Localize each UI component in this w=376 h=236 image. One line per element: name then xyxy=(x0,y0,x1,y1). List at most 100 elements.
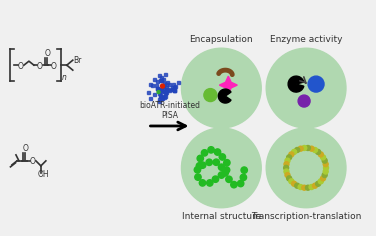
Circle shape xyxy=(204,88,217,101)
Circle shape xyxy=(157,91,160,93)
Bar xyxy=(158,100,161,103)
Bar xyxy=(160,97,163,100)
Bar xyxy=(168,89,171,92)
Circle shape xyxy=(291,181,297,186)
Circle shape xyxy=(197,64,245,112)
Circle shape xyxy=(270,52,343,124)
Bar xyxy=(171,86,174,89)
Circle shape xyxy=(182,48,261,128)
Bar xyxy=(156,80,159,83)
Circle shape xyxy=(321,176,326,181)
Circle shape xyxy=(276,138,337,198)
Bar xyxy=(160,88,163,91)
Bar xyxy=(164,90,167,93)
Circle shape xyxy=(199,162,206,168)
Circle shape xyxy=(291,149,297,154)
Text: bioATR-initiated
PISA: bioATR-initiated PISA xyxy=(139,101,200,120)
Circle shape xyxy=(238,180,244,187)
Polygon shape xyxy=(219,76,237,94)
Bar xyxy=(162,85,165,88)
Circle shape xyxy=(273,55,339,121)
Bar xyxy=(157,88,160,91)
Circle shape xyxy=(194,167,201,173)
Circle shape xyxy=(309,185,314,190)
Circle shape xyxy=(285,173,290,177)
Circle shape xyxy=(191,138,252,198)
Circle shape xyxy=(318,179,323,184)
Text: Enzyme activity: Enzyme activity xyxy=(270,35,342,44)
Bar xyxy=(151,84,154,87)
Bar xyxy=(156,87,159,90)
Circle shape xyxy=(206,159,212,165)
Circle shape xyxy=(321,155,326,160)
Text: O: O xyxy=(44,49,50,58)
Text: OH: OH xyxy=(38,170,50,179)
Bar xyxy=(159,79,162,82)
Bar xyxy=(160,80,163,82)
Circle shape xyxy=(315,149,321,154)
Circle shape xyxy=(285,158,290,163)
Circle shape xyxy=(208,147,214,153)
Circle shape xyxy=(199,180,206,186)
Circle shape xyxy=(197,144,245,192)
Bar xyxy=(173,88,176,92)
Circle shape xyxy=(194,61,249,115)
Text: Br: Br xyxy=(73,56,82,65)
Circle shape xyxy=(218,172,224,178)
Circle shape xyxy=(206,180,213,186)
Circle shape xyxy=(305,146,311,151)
Circle shape xyxy=(298,95,310,107)
Circle shape xyxy=(197,155,203,162)
Circle shape xyxy=(287,155,292,160)
Bar xyxy=(149,97,152,100)
Bar xyxy=(173,86,176,89)
Text: O: O xyxy=(37,62,43,71)
Circle shape xyxy=(182,128,261,208)
Circle shape xyxy=(195,174,201,180)
Bar xyxy=(162,78,165,81)
Text: O: O xyxy=(51,62,57,71)
Text: Internal structure: Internal structure xyxy=(182,212,261,221)
Bar xyxy=(165,88,168,91)
Circle shape xyxy=(315,181,321,186)
Circle shape xyxy=(323,162,328,167)
Circle shape xyxy=(185,52,258,124)
Text: O: O xyxy=(30,157,36,166)
Bar xyxy=(158,74,161,77)
Circle shape xyxy=(279,61,333,115)
Circle shape xyxy=(279,141,333,195)
Circle shape xyxy=(212,176,219,182)
Bar xyxy=(159,89,162,93)
Circle shape xyxy=(240,174,247,181)
Bar xyxy=(167,88,170,91)
Circle shape xyxy=(295,148,300,152)
Circle shape xyxy=(213,159,220,165)
Circle shape xyxy=(218,164,225,170)
Circle shape xyxy=(161,84,165,88)
Circle shape xyxy=(309,146,314,151)
Circle shape xyxy=(201,150,208,156)
Circle shape xyxy=(295,183,300,188)
Bar xyxy=(165,91,168,94)
Circle shape xyxy=(276,58,337,118)
Circle shape xyxy=(196,163,203,169)
Bar xyxy=(163,82,166,85)
Bar xyxy=(160,90,163,93)
Circle shape xyxy=(282,144,330,192)
Circle shape xyxy=(270,131,343,204)
Text: O: O xyxy=(18,62,24,71)
Circle shape xyxy=(318,152,323,157)
Circle shape xyxy=(266,48,346,128)
Circle shape xyxy=(298,146,303,151)
Circle shape xyxy=(219,154,226,160)
Circle shape xyxy=(214,149,221,155)
Circle shape xyxy=(287,176,292,181)
Circle shape xyxy=(298,185,303,190)
Bar xyxy=(153,78,156,81)
Circle shape xyxy=(185,131,258,204)
Circle shape xyxy=(241,167,247,173)
Bar xyxy=(165,86,168,89)
Circle shape xyxy=(289,179,294,184)
Circle shape xyxy=(226,176,232,182)
Circle shape xyxy=(289,152,294,157)
